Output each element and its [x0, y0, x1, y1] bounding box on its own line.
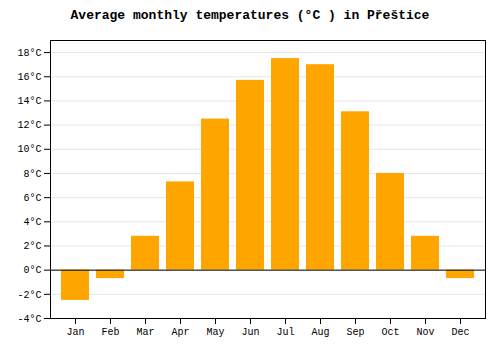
- svg-text:Mar: Mar: [136, 327, 154, 338]
- svg-text:Feb: Feb: [101, 327, 119, 338]
- html-text:Average monthly temperatures (: Average monthly temperatures (°C ) in Př…: [70, 8, 430, 23]
- svg-text:-4°C: -4°C: [17, 314, 41, 325]
- svg-text:8°C: 8°C: [23, 169, 41, 180]
- svg-text:Dec: Dec: [451, 327, 469, 338]
- svg-text:Jun: Jun: [241, 327, 259, 338]
- svg-text:2°C: 2°C: [23, 241, 41, 252]
- svg-text:Apr: Apr: [171, 327, 189, 338]
- svg-text:Oct: Oct: [381, 327, 399, 338]
- svg-text:18°C: 18°C: [17, 48, 41, 59]
- svg-text:4°C: 4°C: [23, 217, 41, 228]
- svg-text:Sep: Sep: [346, 327, 364, 338]
- svg-text:Nov: Nov: [416, 327, 434, 338]
- svg-text:12°C: 12°C: [17, 120, 41, 131]
- svg-text:16°C: 16°C: [17, 72, 41, 83]
- svg-text:10°C: 10°C: [17, 144, 41, 155]
- svg-text:May: May: [206, 327, 224, 338]
- svg-text:14°C: 14°C: [17, 96, 41, 107]
- svg-text:Aug: Aug: [311, 327, 329, 338]
- svg-text:6°C: 6°C: [23, 193, 41, 204]
- svg-text:Jan: Jan: [66, 327, 84, 338]
- svg-text:-2°C: -2°C: [17, 290, 41, 301]
- svg-text:Jul: Jul: [276, 327, 294, 338]
- svg-text:0°C: 0°C: [23, 265, 41, 276]
